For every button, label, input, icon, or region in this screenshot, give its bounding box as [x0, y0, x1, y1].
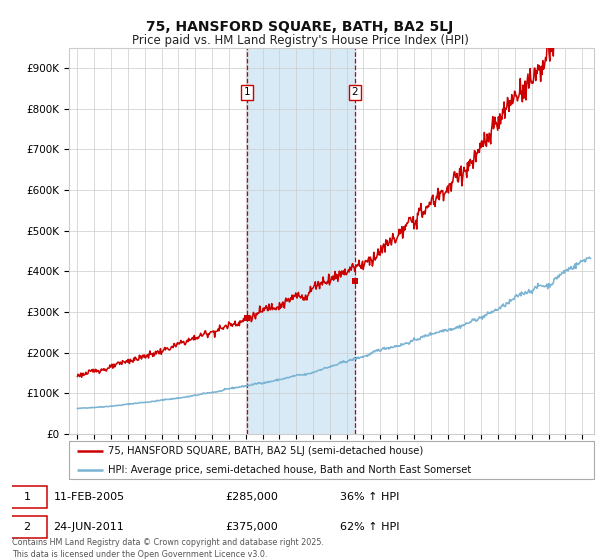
Bar: [247, 48, 355, 434]
Text: Price paid vs. HM Land Registry's House Price Index (HPI): Price paid vs. HM Land Registry's House …: [131, 34, 469, 46]
Text: 2: 2: [23, 522, 31, 532]
Text: HPI: Average price, semi-detached house, Bath and North East Somerset: HPI: Average price, semi-detached house,…: [109, 465, 472, 475]
Text: 1: 1: [244, 87, 251, 97]
FancyBboxPatch shape: [7, 487, 47, 508]
Text: Contains HM Land Registry data © Crown copyright and database right 2025.
This d: Contains HM Land Registry data © Crown c…: [12, 538, 324, 559]
Text: 62% ↑ HPI: 62% ↑ HPI: [340, 522, 400, 532]
Text: 75, HANSFORD SQUARE, BATH, BA2 5LJ (semi-detached house): 75, HANSFORD SQUARE, BATH, BA2 5LJ (semi…: [109, 446, 424, 456]
Text: £375,000: £375,000: [225, 522, 278, 532]
Text: £285,000: £285,000: [225, 492, 278, 502]
Text: 75, HANSFORD SQUARE, BATH, BA2 5LJ: 75, HANSFORD SQUARE, BATH, BA2 5LJ: [146, 20, 454, 34]
Text: 1: 1: [23, 492, 31, 502]
Text: 2: 2: [352, 87, 358, 97]
Text: 24-JUN-2011: 24-JUN-2011: [53, 522, 124, 532]
Text: 36% ↑ HPI: 36% ↑ HPI: [340, 492, 400, 502]
FancyBboxPatch shape: [7, 516, 47, 538]
Text: 11-FEB-2005: 11-FEB-2005: [53, 492, 125, 502]
